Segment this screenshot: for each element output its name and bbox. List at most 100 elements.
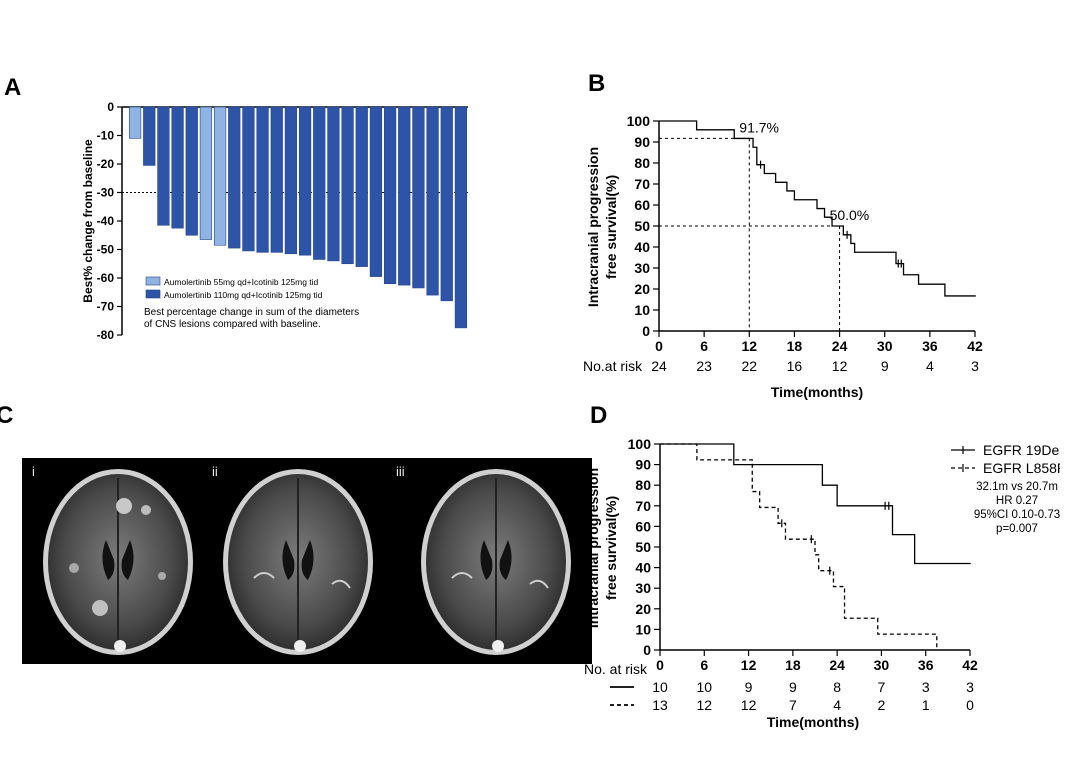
survival-curve	[659, 120, 976, 297]
waterfall-bar	[270, 106, 283, 253]
risk-count: 3	[971, 358, 979, 374]
y-tick-label: 40	[634, 239, 650, 255]
km-chart-subgroup: Intracranial progression free survival(%…	[584, 436, 1060, 730]
y-tick-label: 0	[643, 642, 651, 658]
waterfall-bar	[383, 106, 397, 284]
waterfall-bar	[327, 106, 340, 262]
mri-label-ii: ii	[212, 464, 218, 479]
x-tick-label: 18	[785, 657, 801, 673]
risk-count: 13	[652, 697, 668, 713]
y-tick-label: 80	[634, 155, 650, 171]
waterfall-bar	[128, 106, 142, 139]
mri-label-iii: iii	[396, 464, 405, 479]
waterfall-bar	[284, 106, 298, 255]
survival-curve	[660, 443, 938, 650]
y-tick-label: 20	[635, 601, 651, 617]
y-tick-label: -70	[97, 300, 115, 314]
y-tick-label: 100	[628, 436, 652, 452]
y-tick-label: 40	[635, 560, 651, 576]
waterfall-bar	[355, 106, 368, 267]
y-tick-label: 90	[635, 457, 651, 473]
risk-count: 7	[789, 697, 797, 713]
risk-count: 12	[832, 358, 848, 374]
x-tick-label: 36	[922, 338, 938, 354]
waterfall-bar	[256, 106, 269, 253]
waterfall-bar	[369, 106, 383, 277]
waterfall-bar	[398, 106, 411, 286]
mri-scan-iii	[421, 469, 571, 655]
y-tick-label: 100	[627, 113, 651, 129]
x-tick-label: 30	[877, 338, 893, 354]
panel-label-a: A	[4, 74, 22, 101]
risk-count: 23	[696, 358, 712, 374]
risk-count: 9	[881, 358, 889, 374]
risk-count: 22	[741, 358, 757, 374]
waterfall-bar	[185, 106, 198, 236]
risk-count: 0	[966, 697, 974, 713]
legend-label: EGFR 19Del	[983, 442, 1060, 458]
risk-count: 10	[652, 679, 668, 695]
risk-count: 7	[878, 679, 886, 695]
waterfall-bar	[440, 106, 453, 302]
y-tick-label: 30	[634, 260, 650, 276]
risk-count: 9	[789, 679, 797, 695]
waterfall-bar	[313, 106, 326, 260]
waterfall-bar	[171, 106, 184, 229]
mri-label-i: i	[32, 464, 35, 479]
risk-count: 9	[745, 679, 753, 695]
x-tick-label: 42	[962, 657, 978, 673]
y-axis-label-line2: free survival(%)	[603, 496, 619, 600]
panel-label-b: B	[588, 70, 606, 97]
risk-count: 3	[966, 679, 974, 695]
waterfall-bar	[143, 106, 156, 166]
y-tick-label: 80	[635, 477, 651, 493]
panel-label-c: C	[0, 402, 14, 429]
risk-count: 16	[787, 358, 803, 374]
stats-text: 32.1m vs 20.7m	[976, 481, 1058, 493]
y-tick-label: 10	[634, 302, 650, 318]
stats-text: 95%CI 0.10-0.73	[974, 509, 1060, 521]
risk-count: 4	[833, 697, 841, 713]
x-tick-label: 30	[874, 657, 890, 673]
waterfall-bar	[213, 106, 227, 246]
legend-label: Aumolertinib 55mg qd+Icotinib 125mg tid	[164, 277, 319, 287]
chart-note: Best percentage change in sum of the dia…	[144, 307, 359, 318]
x-tick-label: 36	[918, 657, 934, 673]
x-tick-label: 0	[655, 338, 663, 354]
survival-curve	[660, 443, 971, 565]
mri-image-strip: i ii iii	[22, 458, 592, 664]
y-tick-label: 60	[634, 197, 650, 213]
legend-label: EGFR L858R	[983, 460, 1060, 476]
y-tick-label: -30	[97, 186, 115, 200]
waterfall-bar	[341, 106, 354, 265]
risk-count: 1	[922, 697, 930, 713]
y-tick-label: -50	[97, 243, 115, 257]
waterfall-bar	[426, 106, 439, 296]
waterfall-bar	[157, 106, 170, 226]
panel-label-d: D	[590, 402, 608, 429]
risk-table-label: No. at risk	[584, 661, 648, 677]
mri-scan-ii	[223, 469, 373, 655]
y-tick-label: 90	[634, 134, 650, 150]
stats-text: p=0.007	[996, 523, 1038, 535]
y-tick-label: 50	[634, 218, 650, 234]
y-tick-label: -80	[97, 328, 115, 342]
waterfall-chart: Best% change from baseline 0 -10 -20 -30 -40…	[81, 100, 468, 342]
risk-table-label: No.at risk	[583, 358, 643, 374]
y-tick-label: 0	[642, 323, 650, 339]
risk-count: 24	[651, 358, 667, 374]
x-axis-label: Time(months)	[767, 714, 859, 730]
y-tick-label: 0	[107, 100, 114, 114]
y-axis-label-line1: Intracranial progression	[585, 147, 601, 307]
y-tick-label: -10	[97, 129, 115, 143]
legend-swatch	[145, 276, 161, 286]
risk-count: 12	[696, 697, 712, 713]
annotation-label: 50.0%	[830, 207, 870, 223]
risk-count: 3	[922, 679, 930, 695]
mri-scan-i	[43, 469, 193, 655]
waterfall-bar	[242, 106, 255, 252]
waterfall-bar	[228, 106, 241, 249]
y-tick-label: 20	[634, 281, 650, 297]
y-tick-label: -40	[97, 214, 115, 228]
x-tick-label: 18	[787, 338, 803, 354]
